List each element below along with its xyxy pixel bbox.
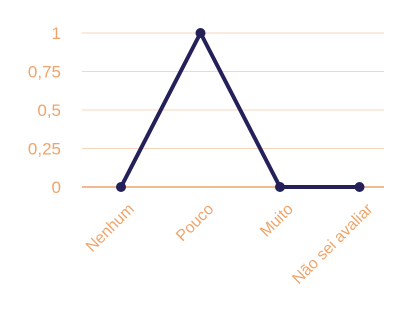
data-point-marker [354,182,365,192]
y-tick-label: 0,75 [28,63,61,82]
x-category-label: Pouco [173,201,217,245]
data-point-marker [195,28,206,38]
y-tick-label: 0,5 [37,101,61,120]
series-line [119,31,362,189]
y-tick-label: 1 [52,24,61,43]
x-category-label: Não sei avaliar [289,200,376,287]
y-tick-label: 0 [52,178,61,197]
grid-lines [82,32,384,188]
data-point-marker [116,182,126,192]
x-category-label: Muito [257,201,297,241]
y-axis-tick-labels: 0 0,25 0,5 0,75 1 [28,24,61,197]
data-point-marker [275,182,285,192]
series-layer [116,28,365,192]
y-tick-label: 0,25 [28,140,61,159]
x-category-label: Nenhum [83,201,138,256]
